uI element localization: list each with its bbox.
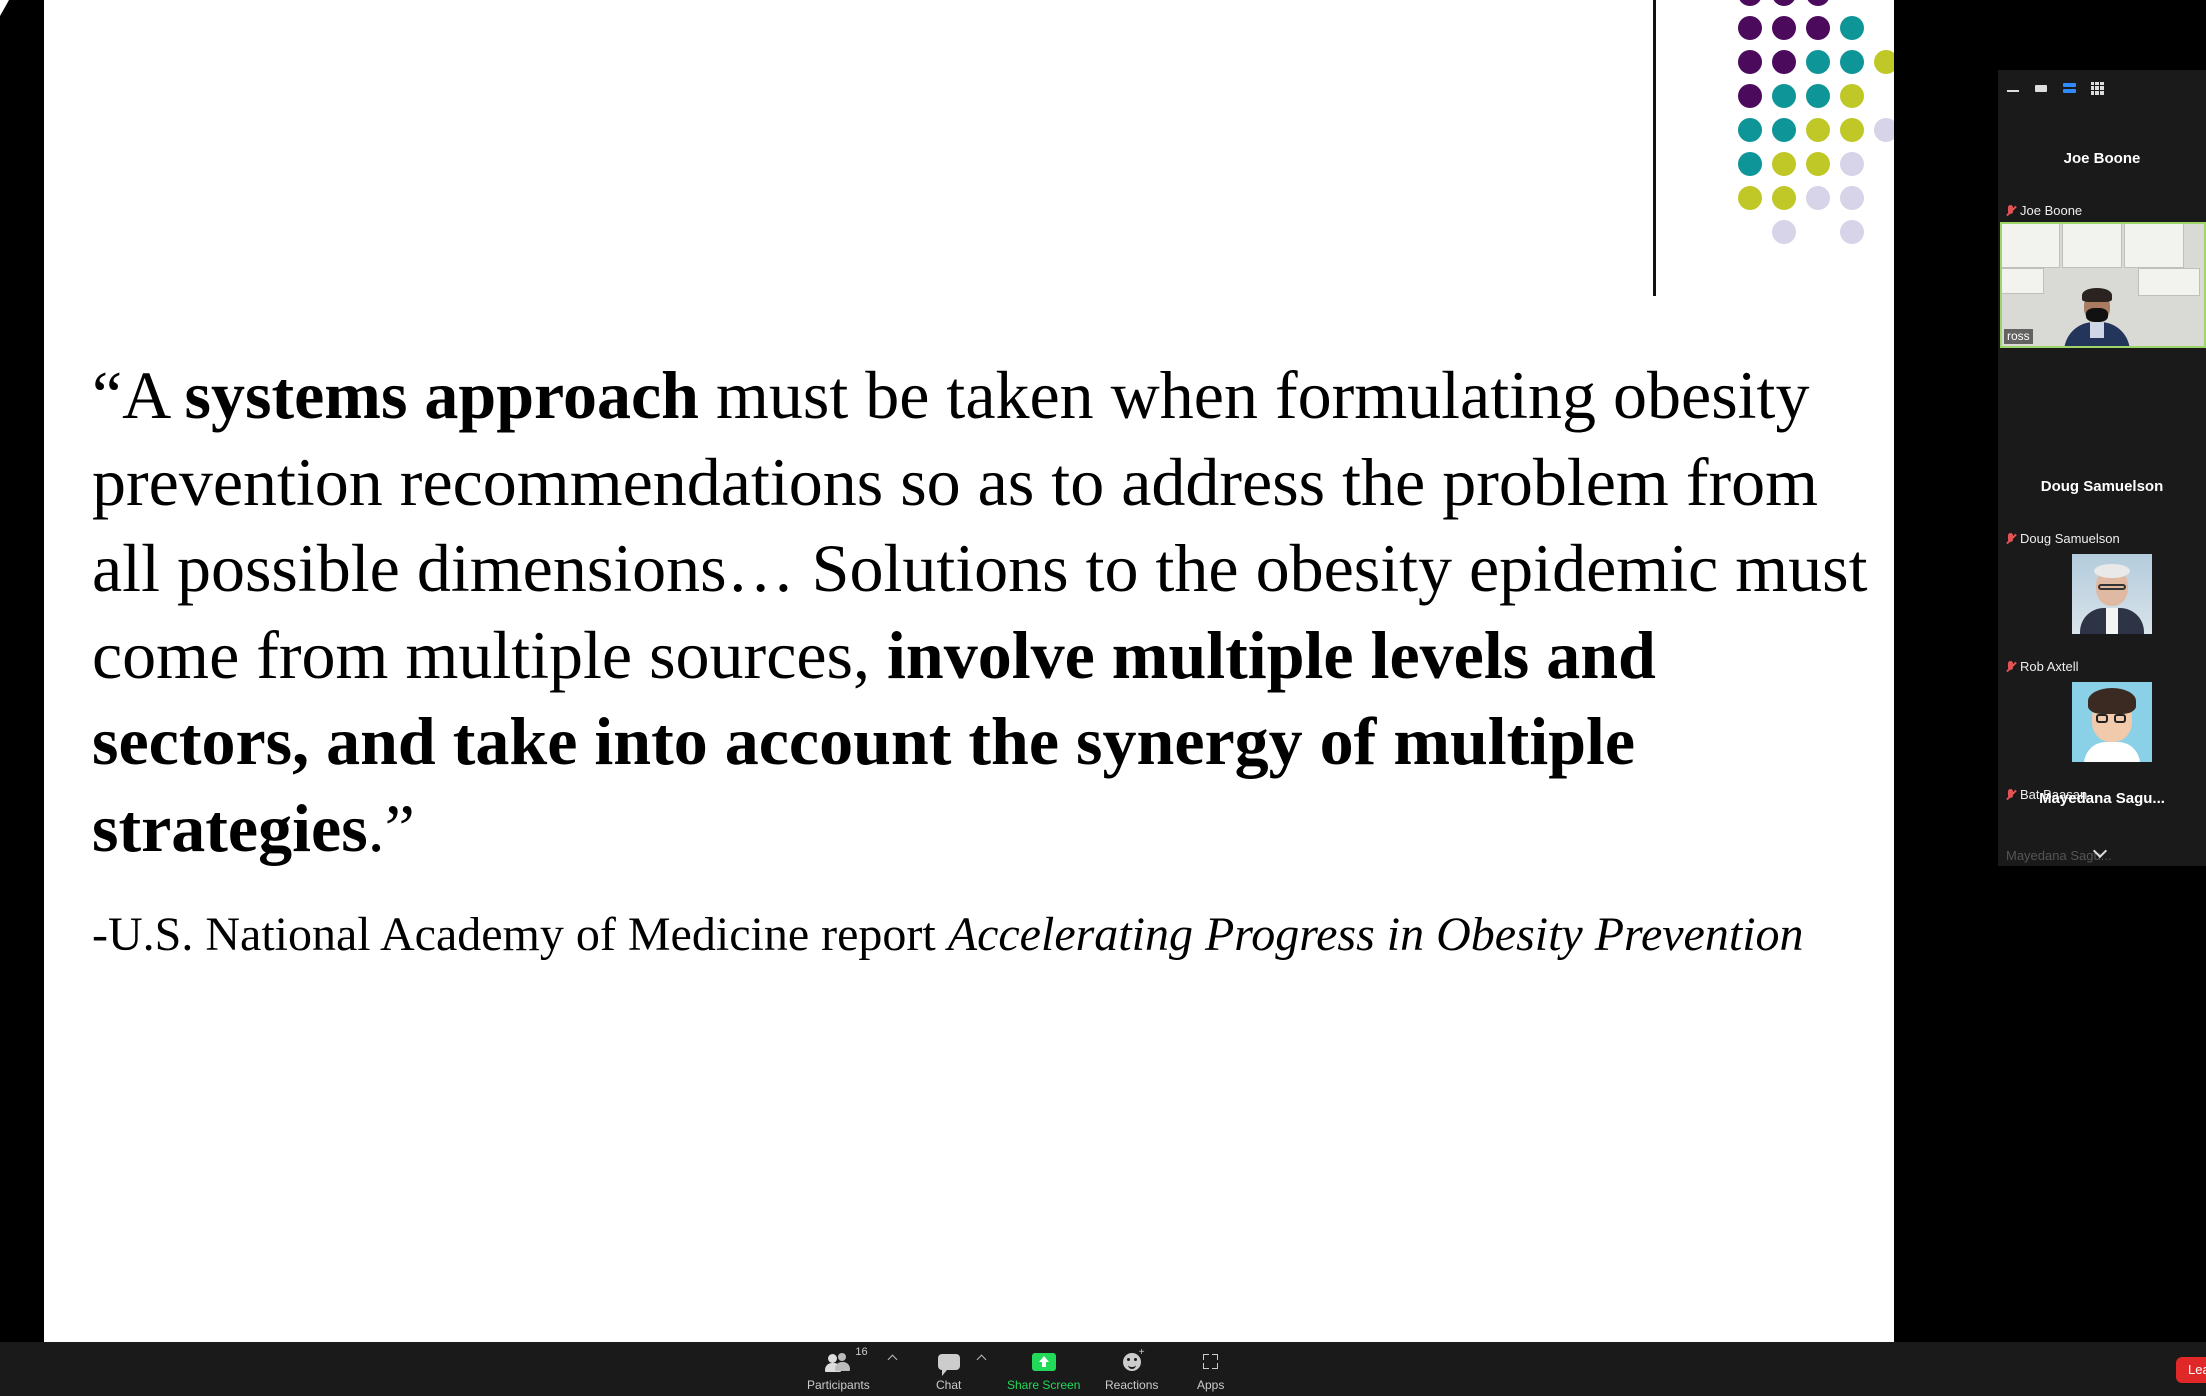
participants-icon: 16 [825, 1346, 868, 1374]
decorative-dot [1772, 84, 1796, 108]
participant-label: Doug Samuelson [2020, 531, 2120, 546]
participants-button[interactable]: 16 Participants [807, 1346, 870, 1392]
participant-name-label-faded: Mayedana Sagu... [2006, 848, 2112, 863]
participants-options-caret-icon[interactable] [887, 1354, 898, 1365]
participant-label: Mayedana Sagu... [2006, 848, 2112, 863]
mic-muted-icon [2006, 788, 2015, 801]
participant-tile[interactable]: Joe Boone Joe Boone [1998, 104, 2206, 220]
participant-display-name: Joe Boone [2063, 150, 2141, 167]
participant-name-label: Bat Baasan [2006, 787, 2087, 802]
mic-muted-icon [2006, 532, 2015, 545]
participants-label: Participants [807, 1378, 870, 1392]
slide-divider-line [1653, 0, 1656, 296]
quote-text-2: must be taken when formulating obesity p… [92, 357, 1868, 693]
participant-panel: Joe Boone Joe Boone ross Doug Samuelson … [1998, 70, 2206, 866]
decorative-dot [1772, 16, 1796, 40]
decorative-dot [1840, 50, 1864, 74]
quote-bold-1: systems approach [184, 357, 699, 433]
gallery-view-icon[interactable] [2090, 81, 2104, 95]
mouse-cursor-icon [0, 0, 9, 16]
decorative-dot [1840, 118, 1864, 142]
chat-button[interactable]: Chat [936, 1350, 961, 1392]
video-name-label: ross [2004, 329, 2033, 344]
avatar [2072, 682, 2152, 762]
decorative-dot [1772, 152, 1796, 176]
participant-name-label: Joe Boone [2006, 203, 2082, 218]
decorative-dot [1840, 84, 1864, 108]
decorative-dot [1772, 0, 1796, 6]
face-mask [2086, 308, 2108, 322]
decorative-dot-pattern [44, 0, 1894, 300]
reactions-icon: + [1122, 1347, 1145, 1374]
decorative-dot [1806, 152, 1830, 176]
share-screen-label: Share Screen [1007, 1378, 1081, 1392]
chat-icon [937, 1350, 960, 1376]
participant-display-name: Mayedana Sagu... [2039, 790, 2165, 807]
decorative-dot [1738, 84, 1762, 108]
apps-label: Apps [1197, 1378, 1225, 1392]
decorative-dot [1874, 118, 1894, 142]
decorative-dot [1840, 152, 1864, 176]
decorative-dot [1738, 118, 1762, 142]
decorative-dot [1772, 118, 1796, 142]
chat-label: Chat [936, 1378, 962, 1392]
quote-bold-2: involve multiple levels and sectors, and… [92, 616, 1656, 866]
person-hair [2082, 288, 2112, 302]
decorative-dot [1806, 16, 1830, 40]
avatar [2072, 554, 2152, 634]
participant-name-label: Doug Samuelson [2006, 531, 2120, 546]
chat-options-caret-icon[interactable] [976, 1354, 987, 1365]
thumbnail-view-icon[interactable] [2034, 82, 2048, 94]
mic-muted-icon [2006, 660, 2015, 673]
participant-name-label: Rob Axtell [2006, 659, 2079, 674]
reactions-label: Reactions [1105, 1378, 1159, 1392]
minimize-icon[interactable] [2006, 82, 2020, 94]
decorative-dot [1738, 16, 1762, 40]
decorative-dot [1806, 186, 1830, 210]
decorative-dot [1874, 50, 1894, 74]
meeting-toolbar: 16 Participants Chat Share Screen + Reac… [0, 1342, 2206, 1396]
participant-tile[interactable]: Bat Baasan [1998, 632, 2206, 802]
decorative-dot [1738, 186, 1762, 210]
participant-tile[interactable]: Doug Samuelson Doug Samuelson [1998, 422, 2206, 550]
slide-quote: “A systems approach must be taken when f… [92, 352, 1882, 871]
apps-button[interactable]: Apps [1197, 1350, 1224, 1392]
decorative-dot [1772, 220, 1796, 244]
participant-label: Bat Baasan [2020, 787, 2088, 802]
decorative-dot [1738, 152, 1762, 176]
view-controls [2006, 76, 2104, 100]
participant-tile[interactable]: Rob Axtell [1998, 504, 2206, 674]
person-collar [2090, 322, 2104, 338]
participants-count: 16 [855, 1346, 868, 1358]
decorative-dot [1806, 50, 1830, 74]
report-title: Accelerating Progress in Obesity Prevent… [947, 908, 1804, 961]
decorative-dot [1840, 16, 1864, 40]
decorative-dot [1806, 0, 1830, 6]
attribution-prefix: -U.S. National Academy of Medicine repor… [92, 908, 948, 961]
decorative-dot [1772, 186, 1796, 210]
participant-video[interactable]: ross [2000, 222, 2206, 348]
participant-tile[interactable]: Mayedana Sagu... [1998, 760, 2206, 866]
apps-icon [1202, 1350, 1219, 1374]
decorative-dot [1738, 50, 1762, 74]
participant-label: Rob Axtell [2020, 659, 2079, 674]
participant-label: Joe Boone [2020, 203, 2083, 218]
decorative-dot [1840, 220, 1864, 244]
share-screen-icon [1031, 1350, 1056, 1374]
speaker-view-icon[interactable] [2062, 82, 2076, 94]
share-screen-button[interactable]: Share Screen [1007, 1350, 1080, 1392]
decorative-dot [1738, 0, 1762, 6]
leave-button[interactable]: Leave [2176, 1357, 2206, 1383]
decorative-dot [1772, 50, 1796, 74]
quote-text-1: “A [92, 357, 185, 433]
decorative-dot [1840, 186, 1864, 210]
mic-muted-icon [2006, 204, 2015, 217]
participant-display-name: Doug Samuelson [2040, 478, 2164, 495]
quote-text-3: .” [367, 789, 415, 866]
decorative-dot [1806, 84, 1830, 108]
decorative-dot [1806, 118, 1830, 142]
slide-attribution: -U.S. National Academy of Medicine repor… [92, 904, 1882, 966]
reactions-button[interactable]: + Reactions [1105, 1347, 1159, 1392]
shared-slide: “A systems approach must be taken when f… [44, 0, 1894, 1342]
